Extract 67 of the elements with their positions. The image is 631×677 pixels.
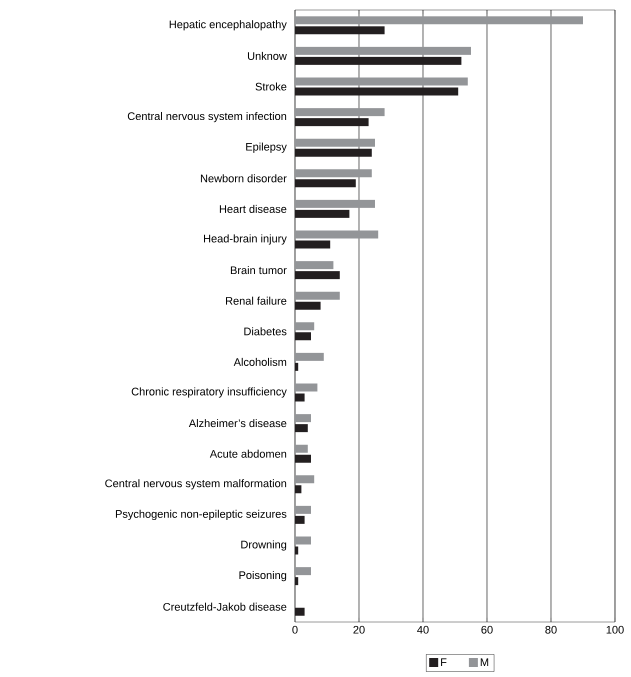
bar: [294, 118, 369, 126]
bar: [294, 444, 308, 453]
bar: [294, 56, 462, 65]
y-tick-label: Creutzfeld-Jakob disease: [163, 602, 286, 611]
y-tick-label: Alzheimer’s disease: [188, 419, 286, 428]
y-tick-label: Renal failure: [226, 296, 286, 305]
y-tick-label: Drowning: [241, 540, 286, 551]
bar: [294, 200, 375, 208]
y-tick-label: Epilepsy: [246, 142, 287, 153]
bar: [294, 536, 311, 545]
bar: [294, 46, 471, 55]
bar: [294, 475, 314, 484]
legend-label: F: [441, 658, 446, 666]
y-tick-label: Heart disease: [220, 204, 286, 213]
bar: [294, 230, 378, 239]
y-tick-label: Central nervous system malformation: [105, 479, 286, 490]
y-tick-label: Brain tumor: [230, 266, 287, 274]
y-tick-label: Poisoning: [239, 570, 286, 582]
x-tick-label: 40: [417, 626, 429, 634]
bar: [294, 261, 334, 270]
bar: [294, 26, 385, 34]
bar: [294, 138, 375, 147]
bar: [294, 394, 305, 402]
bar: [294, 88, 458, 96]
bar: [294, 148, 372, 157]
bar: [294, 108, 385, 116]
bar: [294, 546, 298, 554]
bar: [294, 271, 340, 280]
y-tick-label: Central nervous system infection: [128, 112, 286, 122]
legend-label: M: [480, 658, 488, 666]
y-tick-label: Head-brain injury: [204, 234, 287, 245]
y-tick-label: Psychogenic non-epileptic seizures: [116, 510, 286, 520]
bar: [294, 179, 356, 188]
x-tick-label: 100: [606, 626, 624, 634]
bar: [294, 384, 318, 392]
bar: [294, 506, 311, 514]
bar: [294, 322, 314, 330]
bar: [294, 608, 305, 616]
bar: [294, 567, 311, 576]
bar: [294, 414, 311, 422]
y-tick-label: Diabetes: [244, 327, 286, 336]
x-tick-label: 60: [481, 626, 493, 634]
y-tick-label: Chronic respiratory insufficiency: [132, 387, 287, 398]
y-tick-label: Newborn disorder: [200, 174, 287, 182]
bar: [294, 424, 308, 432]
bar: [294, 332, 311, 340]
bar: [294, 16, 583, 24]
y-tick-label: Acute abdomen: [210, 450, 286, 458]
y-tick-label: Hepatic encephalopathy: [170, 20, 287, 30]
bar: [294, 454, 311, 463]
bar: [294, 78, 468, 86]
bar: [294, 240, 330, 249]
x-tick-label: 0: [292, 626, 298, 634]
bar: [294, 302, 321, 310]
y-tick-label: Stroke: [256, 82, 286, 91]
y-tick-label: Alcoholism: [234, 358, 286, 366]
bar: [294, 362, 298, 371]
bar: [294, 292, 340, 300]
bar: [294, 516, 305, 524]
y-tick-label: Unknow: [248, 52, 287, 60]
x-tick-label: 20: [353, 626, 365, 634]
bar: [294, 352, 324, 361]
bar: [294, 485, 302, 494]
bar: [294, 169, 372, 178]
bar: [294, 577, 298, 586]
x-tick-label: 80: [545, 626, 557, 634]
bar: [294, 210, 350, 218]
